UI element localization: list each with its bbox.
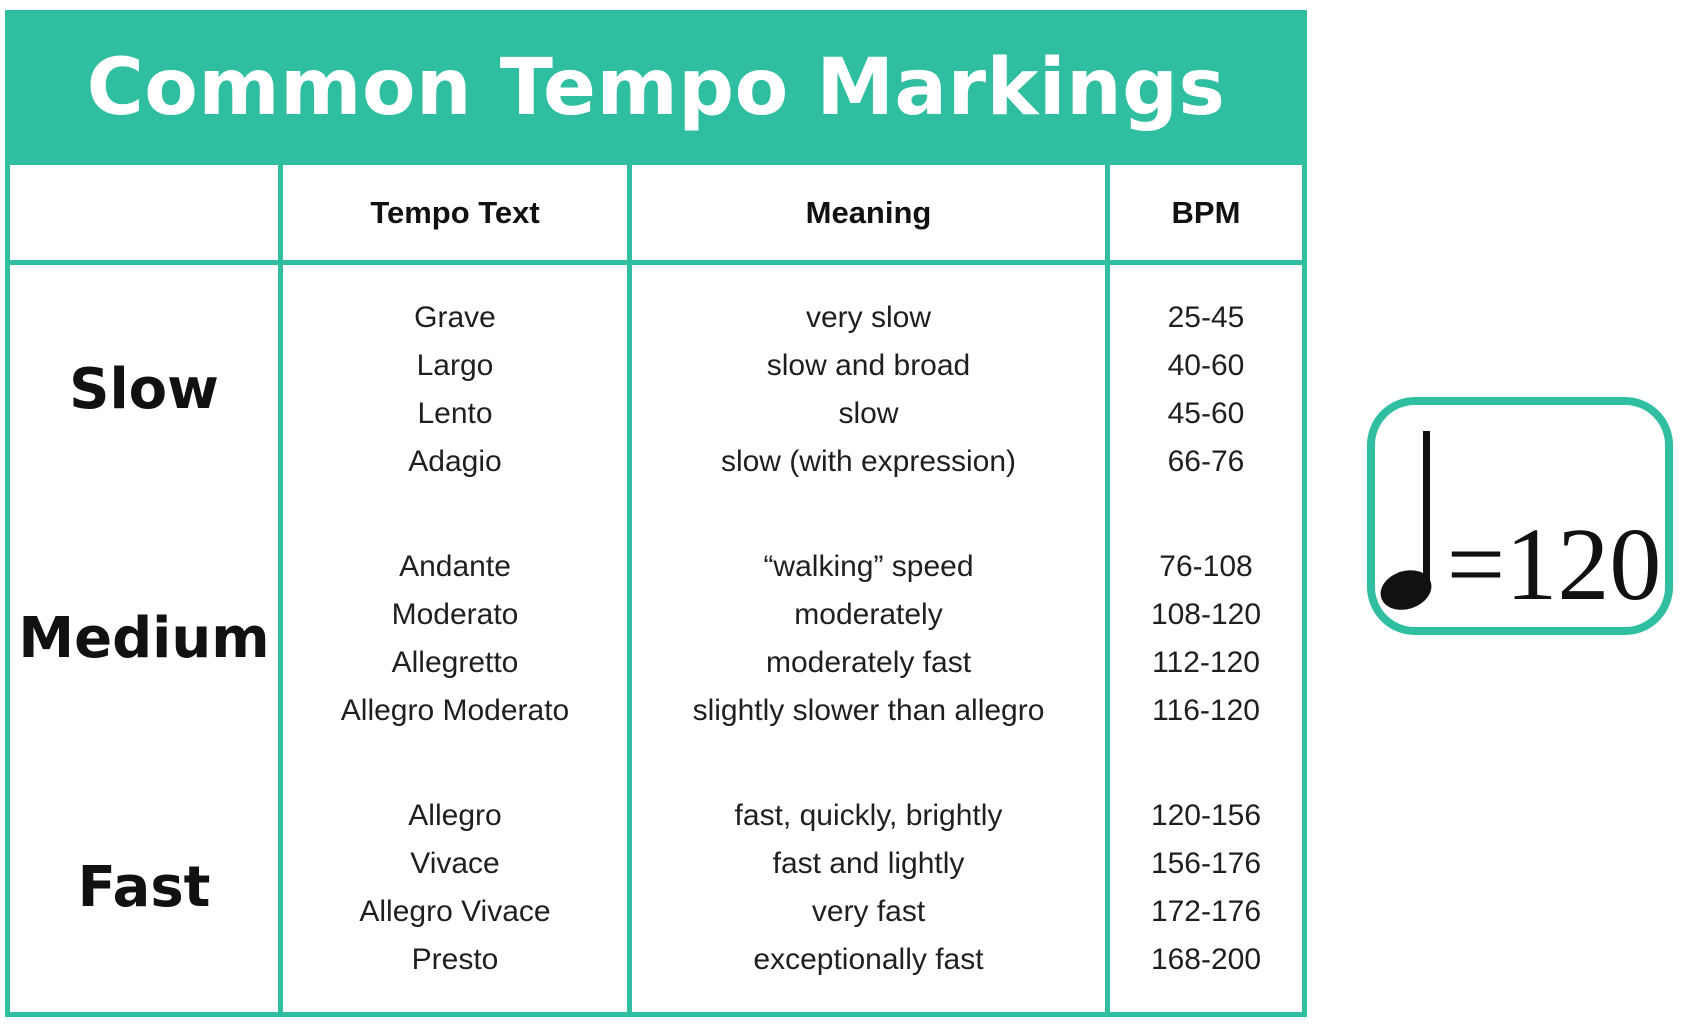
meaning-value: slow (with expression) bbox=[720, 444, 1017, 478]
tempo-text-value: Moderato bbox=[391, 597, 519, 631]
quarter-note-icon bbox=[1380, 431, 1432, 610]
meaning-value: very fast bbox=[811, 894, 926, 928]
meaning-value: exceptionally fast bbox=[753, 942, 984, 976]
bpm-cell: 120-156 156-176 172-176 168-200 bbox=[1110, 763, 1302, 1012]
bpm-value: 108-120 bbox=[1150, 597, 1262, 631]
header-category-cell bbox=[10, 165, 283, 265]
meaning-value: moderately bbox=[794, 597, 943, 631]
meaning-value: slow bbox=[838, 396, 899, 430]
bpm-value: 168-200 bbox=[1150, 942, 1262, 976]
meaning-value: slightly slower than allegro bbox=[692, 693, 1045, 727]
bpm-cell: 25-45 40-60 45-60 66-76 bbox=[1110, 265, 1302, 514]
meaning-value: very slow bbox=[805, 300, 932, 334]
meaning-cell: fast, quickly, brightly fast and lightly v… bbox=[632, 763, 1110, 1012]
bpm-value: 116-120 bbox=[1152, 693, 1260, 727]
bpm-value: 172-176 bbox=[1150, 894, 1262, 928]
tempo-text-value: Lento bbox=[417, 396, 493, 430]
tempo-text-cell: Andante Moderato Allegretto Allegro Moderat… bbox=[283, 514, 632, 763]
category-label: Medium bbox=[18, 605, 270, 671]
bpm-value: 40-60 bbox=[1167, 348, 1245, 382]
tempo-text-cell: Allegro Vivace Allegro Vivace Presto bbox=[283, 763, 632, 1012]
bpm-cell: 76-108 108-120 112-120 116-120 bbox=[1110, 514, 1302, 763]
tempo-text-value: Grave bbox=[414, 300, 496, 334]
tempo-text-value: Allegro Moderato bbox=[340, 693, 570, 727]
bpm-value: 45-60 bbox=[1167, 396, 1245, 430]
bpm-value: 156-176 bbox=[1150, 846, 1262, 880]
bpm-value: 66-76 bbox=[1167, 444, 1245, 478]
tempo-badge: =120 bbox=[1367, 397, 1673, 635]
meaning-value: fast, quickly, brightly bbox=[734, 798, 1003, 832]
bpm-value: 112-120 bbox=[1152, 645, 1260, 679]
bpm-value: 25-45 bbox=[1167, 300, 1245, 334]
meaning-value: slow and broad bbox=[766, 348, 971, 382]
title-banner: Common Tempo Markings bbox=[5, 10, 1307, 165]
meaning-value: fast and lightly bbox=[772, 846, 965, 880]
tempo-text-value: Allegretto bbox=[391, 645, 519, 679]
category-label: Slow bbox=[69, 356, 219, 422]
bpm-equals-value: =120 bbox=[1446, 507, 1662, 622]
tempo-table: Tempo Text Meaning BPM Slow Grave Largo Len… bbox=[5, 165, 1307, 1017]
meaning-cell: “walking” speed moderately moderately fast… bbox=[632, 514, 1110, 763]
header-bpm: BPM bbox=[1110, 165, 1302, 265]
tempo-text-value: Andante bbox=[399, 549, 511, 583]
header-tempo-text: Tempo Text bbox=[283, 165, 632, 265]
tempo-text-value: Adagio bbox=[408, 444, 502, 478]
tempo-text-value: Presto bbox=[411, 942, 499, 976]
header-meaning: Meaning bbox=[632, 165, 1110, 265]
tempo-text-value: Allegro Vivace bbox=[359, 894, 551, 928]
tempo-text-value: Vivace bbox=[410, 846, 500, 880]
meaning-cell: very slow slow and broad slow slow (with ex… bbox=[632, 265, 1110, 514]
bpm-value: 76-108 bbox=[1159, 549, 1253, 583]
bpm-value: 120-156 bbox=[1150, 798, 1262, 832]
category-cell: Slow bbox=[10, 265, 283, 514]
page-title: Common Tempo Markings bbox=[86, 42, 1226, 133]
category-label: Fast bbox=[77, 854, 211, 920]
meaning-value: moderately fast bbox=[765, 645, 972, 679]
tempo-text-value: Allegro bbox=[408, 798, 502, 832]
category-cell: Fast bbox=[10, 763, 283, 1012]
tempo-text-cell: Grave Largo Lento Adagio bbox=[283, 265, 632, 514]
category-cell: Medium bbox=[10, 514, 283, 763]
tempo-text-value: Largo bbox=[416, 348, 494, 382]
meaning-value: “walking” speed bbox=[763, 549, 974, 583]
